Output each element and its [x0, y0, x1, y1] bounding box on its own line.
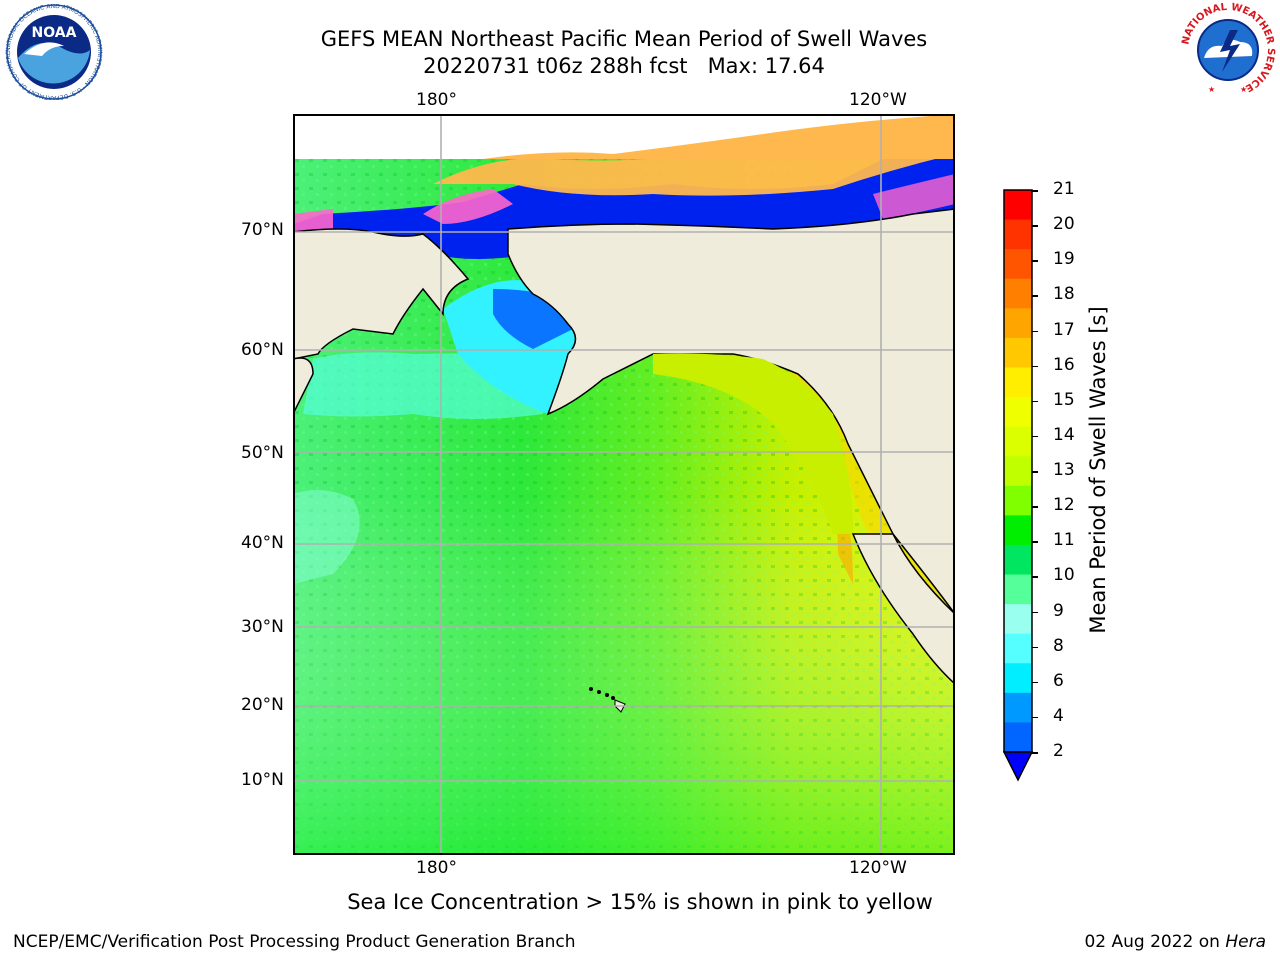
colorbar-tick-mark — [1032, 541, 1038, 543]
colorbar-segment — [1004, 249, 1032, 280]
colorbar-tick-mark — [1032, 225, 1038, 227]
colorbar-tick-mark — [1032, 471, 1038, 473]
lat-label: 20°N — [241, 695, 284, 715]
colorbar-tick-label: 8 — [1053, 635, 1064, 656]
colorbar-label: Mean Period of Swell Waves [s] — [1086, 306, 1110, 634]
colorbar-tick-label: 12 — [1053, 495, 1075, 516]
chart-title: GEFS MEAN Northeast Pacific Mean Period … — [320, 27, 928, 51]
footer-credit: NCEP/EMC/Verification Post Processing Pr… — [13, 932, 576, 952]
colorbar-tick-label: 9 — [1053, 600, 1064, 621]
top-lon-label: 120°W — [849, 90, 907, 110]
colorbar-segment — [1004, 544, 1032, 576]
lat-label: 60°N — [241, 340, 284, 360]
colorbar-tick-mark — [1032, 576, 1038, 578]
lat-label: 70°N — [241, 220, 284, 240]
colorbar-segment — [1004, 426, 1032, 457]
graticule — [293, 114, 955, 855]
colorbar-tick-mark — [1032, 435, 1038, 438]
lat-label: 10°N — [241, 770, 284, 790]
svg-text:★: ★ — [1240, 85, 1247, 94]
colorbar-tick-mark — [1032, 295, 1038, 297]
colorbar-tick-mark — [1032, 611, 1038, 613]
colorbar-tick-mark — [1032, 506, 1038, 508]
colorbar-segment — [1004, 308, 1032, 339]
bottom-lon-label: 120°W — [849, 858, 907, 878]
colorbar-tick-label: 14 — [1053, 424, 1075, 445]
svg-text:★: ★ — [1208, 85, 1215, 94]
colorbar-segment — [1004, 663, 1032, 694]
colorbar-tick-mark — [1032, 260, 1038, 262]
colorbar-segment — [1004, 485, 1032, 516]
colorbar-segment — [1004, 722, 1032, 753]
colorbar-tick-label: 4 — [1053, 705, 1064, 726]
colorbar-tick-label: 17 — [1053, 319, 1075, 340]
colorbar-segment — [1004, 515, 1032, 546]
noaa-logo: NATIONAL OCEANIC AND ATMOSPHERIC ADMINIS… — [4, 4, 103, 100]
lat-label: 50°N — [241, 443, 284, 463]
colorbar-tick-mark — [1032, 365, 1038, 368]
colorbar — [1002, 189, 1034, 782]
colorbar-tick-label: 2 — [1053, 741, 1064, 761]
colorbar-segment — [1004, 633, 1032, 664]
colorbar-segment — [1004, 190, 1032, 221]
footer-date: 02 Aug 2022 on Hera — [1084, 932, 1266, 952]
colorbar-tick-mark — [1032, 716, 1038, 719]
map-panel — [293, 114, 955, 855]
colorbar-extension — [1002, 751, 1034, 782]
chart-subtitle: 20220731 t06z 288h fcst Max: 17.64 — [423, 54, 825, 78]
north-america-land — [507, 208, 955, 616]
colorbar-tick-label: 10 — [1053, 565, 1075, 586]
hawaii-islands — [589, 687, 626, 713]
colorbar-tick-mark — [1032, 400, 1038, 403]
colorbar-segment — [1004, 278, 1032, 309]
colorbar-segment — [1004, 219, 1032, 250]
colorbar-tick-label: 16 — [1053, 354, 1075, 375]
colorbar-tick-mark — [1032, 330, 1038, 332]
colorbar-tick-label: 20 — [1053, 214, 1075, 235]
colorbar-segment — [1004, 397, 1032, 428]
colorbar-tick-label: 15 — [1053, 389, 1075, 410]
colorbar-tick-label: 18 — [1053, 284, 1075, 305]
colorbar-tick-mark — [1032, 646, 1038, 649]
colorbar-tick-label: 6 — [1053, 670, 1064, 691]
sea-ice-note: Sea Ice Concentration > 15% is shown in … — [347, 890, 933, 914]
colorbar-tick-label: 13 — [1053, 460, 1075, 480]
colorbar-segment — [1004, 456, 1032, 487]
colorbar-tick-mark — [1032, 681, 1038, 684]
nws-logo: NATIONAL WEATHER SERVICE ★ ★ — [1180, 2, 1276, 98]
footer-date-text: 02 Aug 2022 on — [1084, 932, 1226, 952]
noaa-text: NOAA — [32, 25, 77, 41]
colorbar-segment — [1004, 367, 1032, 398]
colorbar-segment — [1004, 692, 1032, 723]
top-lon-label: 180° — [416, 90, 457, 110]
colorbar-tick-mark — [1032, 190, 1038, 192]
lat-label: 40°N — [241, 533, 284, 553]
colorbar-segment — [1004, 574, 1032, 605]
bottom-lon-label: 180° — [416, 858, 457, 878]
colorbar-tick-label: 11 — [1053, 530, 1075, 551]
colorbar-tick-mark — [1032, 752, 1038, 754]
colorbar-segment — [1004, 604, 1032, 635]
colorbar-tick-label: 19 — [1053, 249, 1075, 270]
colorbar-tick-label: 21 — [1053, 179, 1075, 199]
footer-host: Hera — [1225, 932, 1266, 952]
lat-label: 30°N — [241, 617, 284, 637]
colorbar-segment — [1004, 337, 1032, 368]
